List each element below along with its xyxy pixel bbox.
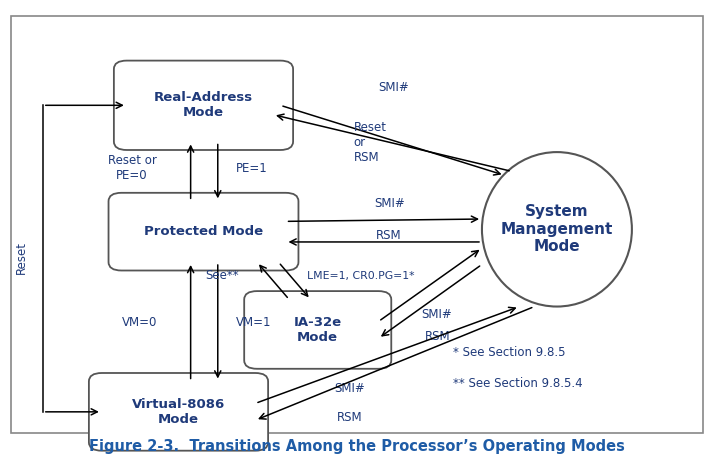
- Text: Virtual-8086
Mode: Virtual-8086 Mode: [132, 398, 225, 426]
- Text: Reset or
PE=0: Reset or PE=0: [108, 154, 156, 183]
- Text: VM=1: VM=1: [236, 316, 271, 329]
- Text: LME=1, CR0.PG=1*: LME=1, CR0.PG=1*: [307, 271, 415, 281]
- Text: PE=1: PE=1: [236, 162, 267, 175]
- Text: RSM: RSM: [425, 329, 451, 343]
- FancyBboxPatch shape: [244, 291, 391, 369]
- Text: See**: See**: [206, 269, 239, 282]
- Text: SMI#: SMI#: [421, 307, 452, 321]
- Text: Protected Mode: Protected Mode: [144, 225, 263, 238]
- FancyBboxPatch shape: [11, 16, 703, 433]
- Text: Reset: Reset: [15, 241, 28, 274]
- Text: RSM: RSM: [337, 410, 363, 424]
- Text: SMI#: SMI#: [373, 197, 405, 210]
- Text: System
Management
Mode: System Management Mode: [501, 205, 613, 254]
- Text: Real-Address
Mode: Real-Address Mode: [154, 91, 253, 119]
- FancyBboxPatch shape: [114, 60, 293, 150]
- Text: SMI#: SMI#: [378, 80, 409, 94]
- Text: * See Section 9.8.5: * See Section 9.8.5: [453, 346, 566, 359]
- Text: ** See Section 9.8.5.4: ** See Section 9.8.5.4: [453, 377, 583, 390]
- FancyBboxPatch shape: [109, 193, 298, 271]
- Text: Figure 2-3.  Transitions Among the Processor’s Operating Modes: Figure 2-3. Transitions Among the Proces…: [89, 439, 625, 454]
- Text: Reset
or
RSM: Reset or RSM: [353, 121, 386, 164]
- Ellipse shape: [482, 152, 632, 307]
- FancyBboxPatch shape: [89, 373, 268, 451]
- Text: VM=0: VM=0: [121, 316, 157, 329]
- Text: RSM: RSM: [376, 229, 402, 242]
- Text: SMI#: SMI#: [334, 381, 366, 395]
- Text: IA-32e
Mode: IA-32e Mode: [293, 316, 342, 344]
